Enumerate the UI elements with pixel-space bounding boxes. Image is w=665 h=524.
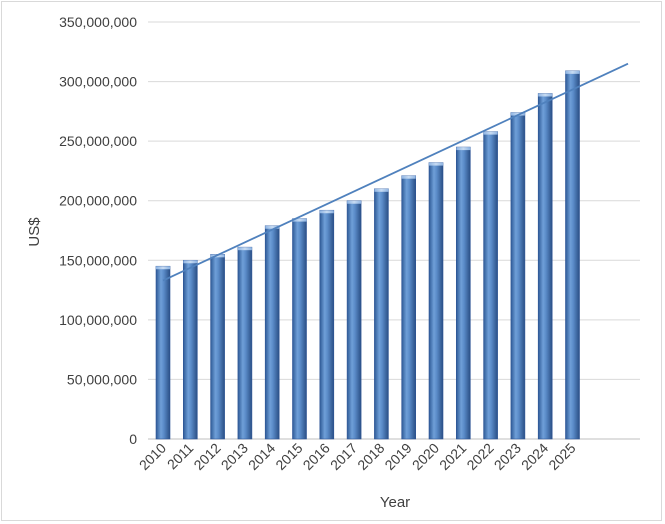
bar-cap — [401, 175, 416, 179]
x-tick-label: 2018 — [354, 440, 387, 473]
bar — [264, 225, 280, 440]
bar-cap — [374, 188, 389, 192]
bar — [155, 265, 171, 440]
bar-body — [183, 259, 198, 440]
bar-cap — [456, 147, 471, 151]
bar — [483, 131, 498, 440]
bar — [565, 70, 580, 440]
y-tick-label: 0 — [129, 431, 137, 447]
bar-cap — [319, 210, 334, 214]
bar-body — [319, 209, 335, 440]
bar — [183, 259, 198, 440]
x-tick-label: 2023 — [491, 440, 524, 473]
bar — [537, 93, 553, 440]
x-tick-label: 2025 — [545, 440, 578, 473]
bar-body — [510, 112, 526, 440]
x-tick-label: 2015 — [272, 440, 305, 473]
x-tick-label: 2010 — [136, 440, 169, 473]
y-axis-tick-labels: 0 50,000,000 100,000,000 150,000,000 200,000… — [59, 14, 137, 447]
bars — [155, 70, 580, 440]
bar-body — [455, 146, 471, 440]
x-tick-label: 2022 — [463, 440, 496, 473]
bar-body — [483, 131, 498, 440]
bar-cap — [538, 93, 553, 97]
x-tick-label: 2020 — [409, 440, 442, 473]
y-tick-label: 350,000,000 — [59, 14, 137, 30]
bar — [401, 175, 417, 440]
x-tick-label: 2024 — [518, 440, 551, 473]
bar-body — [537, 93, 553, 440]
y-tick-label: 50,000,000 — [67, 371, 137, 387]
bar — [237, 246, 253, 440]
bar-cap — [237, 247, 252, 251]
x-tick-label: 2016 — [300, 440, 333, 473]
x-axis-title: Year — [380, 494, 410, 511]
bar-cap — [265, 225, 280, 229]
bar — [346, 200, 362, 440]
bar — [210, 254, 225, 440]
bar-body — [155, 265, 171, 440]
x-axis-tick-labels: 2010201120122013201420152016201720182019… — [136, 440, 579, 473]
bar-cap — [429, 162, 443, 166]
bar-body — [210, 254, 225, 440]
bar-body — [264, 225, 280, 440]
x-tick-label: 2012 — [190, 440, 223, 473]
bar-cap — [565, 70, 580, 74]
bar — [428, 162, 444, 440]
x-tick-label: 2011 — [164, 440, 197, 473]
bar-body — [428, 162, 444, 440]
bar — [374, 188, 389, 440]
bar-body — [292, 218, 307, 440]
bar-cap — [156, 266, 170, 270]
trendline — [162, 62, 629, 282]
bar — [319, 209, 335, 440]
trendline-layer — [162, 62, 629, 282]
bar — [292, 218, 307, 440]
bar-body — [374, 188, 389, 440]
bar-cap — [510, 112, 525, 116]
y-tick-label: 300,000,000 — [59, 74, 137, 90]
x-tick-label: 2019 — [381, 440, 414, 473]
gridlines — [148, 21, 640, 440]
x-tick-label: 2013 — [218, 440, 251, 473]
bar-cap — [292, 218, 307, 222]
bar-cap — [483, 131, 498, 135]
bar-body — [565, 70, 580, 440]
bar-body — [401, 175, 417, 440]
y-tick-label: 100,000,000 — [59, 312, 137, 328]
x-tick-label: 2014 — [245, 440, 278, 473]
y-tick-label: 150,000,000 — [59, 252, 137, 268]
bar-cap — [183, 260, 198, 264]
bar — [455, 146, 471, 440]
bar — [510, 112, 526, 440]
y-tick-label: 250,000,000 — [59, 133, 137, 149]
bar-body — [237, 246, 253, 440]
y-axis-title: US$ — [26, 217, 43, 247]
bar-body — [346, 200, 362, 440]
x-tick-label: 2017 — [327, 440, 360, 473]
x-tick-label: 2021 — [436, 440, 469, 473]
y-tick-label: 200,000,000 — [59, 193, 137, 209]
bar-cap — [347, 200, 362, 204]
